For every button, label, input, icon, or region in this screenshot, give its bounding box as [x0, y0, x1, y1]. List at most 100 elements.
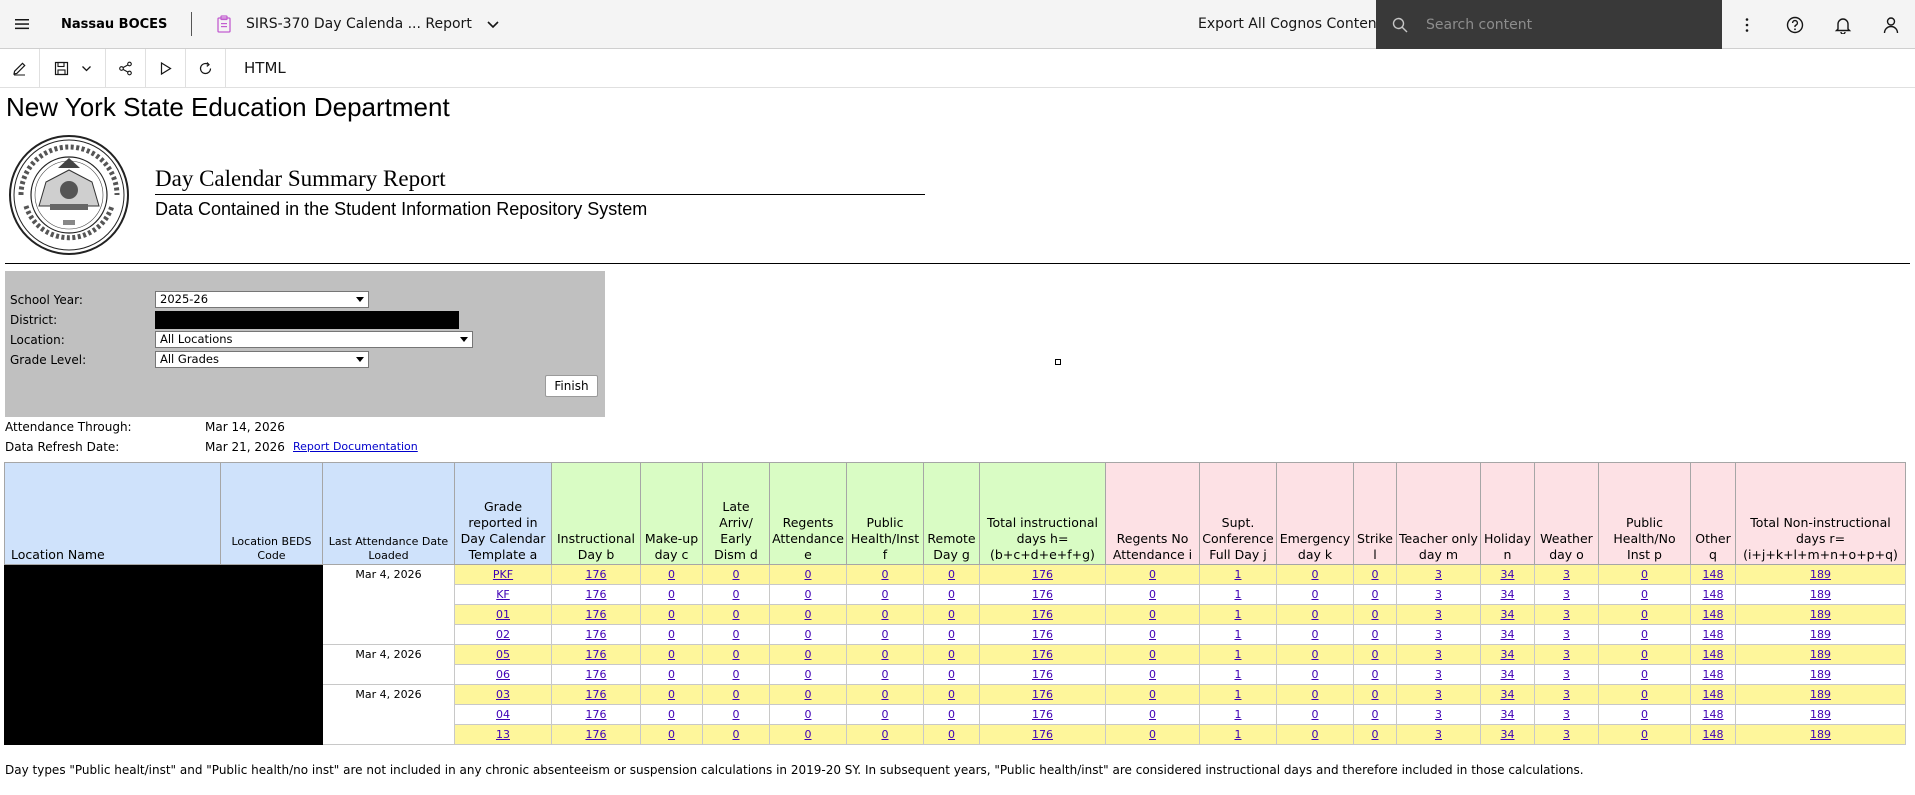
drilldown-link[interactable]: 0: [881, 668, 889, 681]
drilldown-link[interactable]: 148: [1702, 728, 1724, 741]
report-title-dropdown[interactable]: SIRS-370 Day Calenda ... Report: [216, 15, 500, 33]
drilldown-link[interactable]: 0: [1311, 668, 1319, 681]
grade-link[interactable]: 01: [496, 608, 510, 621]
drilldown-link[interactable]: 176: [585, 688, 607, 701]
drilldown-link[interactable]: 176: [585, 588, 607, 601]
drilldown-link[interactable]: 0: [668, 688, 675, 701]
drilldown-link[interactable]: 0: [1311, 648, 1319, 661]
drilldown-link[interactable]: 189: [1810, 588, 1831, 601]
grade-link[interactable]: 04: [496, 708, 510, 721]
drilldown-link[interactable]: 0: [948, 588, 955, 601]
drilldown-link[interactable]: 0: [732, 648, 740, 661]
drilldown-link[interactable]: 0: [1641, 708, 1648, 721]
drilldown-link[interactable]: 0: [1641, 688, 1648, 701]
drilldown-link[interactable]: 0: [1371, 628, 1379, 641]
drilldown-link[interactable]: 0: [881, 568, 889, 581]
drilldown-link[interactable]: 189: [1810, 708, 1831, 721]
drilldown-link[interactable]: 189: [1810, 568, 1831, 581]
drilldown-link[interactable]: 3: [1435, 628, 1442, 641]
drilldown-link[interactable]: 0: [1149, 628, 1156, 641]
drilldown-link[interactable]: 0: [948, 608, 955, 621]
drilldown-link[interactable]: 176: [585, 608, 607, 621]
drilldown-link[interactable]: 0: [804, 708, 812, 721]
drilldown-link[interactable]: 0: [1311, 568, 1319, 581]
drilldown-link[interactable]: 34: [1500, 568, 1515, 581]
drilldown-link[interactable]: 0: [948, 628, 955, 641]
drilldown-link[interactable]: 176: [585, 668, 607, 681]
drilldown-link[interactable]: 0: [804, 688, 812, 701]
drilldown-link[interactable]: 0: [732, 688, 740, 701]
drilldown-link[interactable]: 176: [1032, 628, 1053, 641]
drilldown-link[interactable]: 0: [881, 608, 889, 621]
grade-link[interactable]: 05: [496, 648, 510, 661]
drilldown-link[interactable]: 0: [732, 608, 740, 621]
export-all-button[interactable]: Export All Cognos Contents: [1198, 16, 1390, 32]
share-button[interactable]: [106, 48, 146, 88]
drilldown-link[interactable]: 0: [732, 668, 740, 681]
drilldown-link[interactable]: 0: [1641, 628, 1648, 641]
drilldown-link[interactable]: 3: [1435, 688, 1442, 701]
drilldown-link[interactable]: 0: [1311, 728, 1319, 741]
drilldown-link[interactable]: 0: [948, 568, 955, 581]
drilldown-link[interactable]: 3: [1435, 728, 1442, 741]
drilldown-link[interactable]: 176: [1032, 588, 1053, 601]
drilldown-link[interactable]: 0: [948, 648, 955, 661]
drilldown-link[interactable]: 176: [1032, 568, 1053, 581]
drilldown-link[interactable]: 0: [668, 628, 675, 641]
drilldown-link[interactable]: 0: [881, 588, 889, 601]
drilldown-link[interactable]: 148: [1702, 568, 1724, 581]
drilldown-link[interactable]: 0: [1149, 668, 1156, 681]
drilldown-link[interactable]: 0: [1149, 588, 1156, 601]
drilldown-link[interactable]: 3: [1435, 588, 1442, 601]
drilldown-link[interactable]: 0: [1149, 608, 1156, 621]
grade-link[interactable]: PKF: [492, 568, 514, 581]
drilldown-link[interactable]: 0: [881, 708, 889, 721]
drilldown-link[interactable]: 0: [668, 728, 675, 741]
drilldown-link[interactable]: 0: [948, 688, 955, 701]
drilldown-link[interactable]: 0: [1149, 688, 1156, 701]
drilldown-link[interactable]: 1: [1234, 688, 1242, 701]
drilldown-link[interactable]: 34: [1500, 648, 1515, 661]
drilldown-link[interactable]: 189: [1810, 728, 1831, 741]
drilldown-link[interactable]: 3: [1563, 728, 1570, 741]
drilldown-link[interactable]: 0: [1641, 568, 1648, 581]
drilldown-link[interactable]: 0: [1149, 708, 1156, 721]
finish-button[interactable]: Finish: [545, 375, 598, 397]
drilldown-link[interactable]: 0: [881, 688, 889, 701]
drilldown-link[interactable]: 0: [668, 648, 675, 661]
drilldown-link[interactable]: 3: [1563, 568, 1570, 581]
drilldown-link[interactable]: 0: [948, 728, 955, 741]
drilldown-link[interactable]: 0: [1311, 588, 1319, 601]
drilldown-link[interactable]: 0: [1371, 568, 1379, 581]
drilldown-link[interactable]: 1: [1234, 708, 1242, 721]
drilldown-link[interactable]: 1: [1234, 608, 1242, 621]
drilldown-link[interactable]: 0: [668, 568, 675, 581]
drilldown-link[interactable]: 176: [1032, 648, 1053, 661]
drilldown-link[interactable]: 34: [1500, 588, 1515, 601]
drilldown-link[interactable]: 0: [1311, 708, 1319, 721]
drilldown-link[interactable]: 0: [1641, 588, 1648, 601]
drilldown-link[interactable]: 3: [1435, 568, 1442, 581]
drilldown-link[interactable]: 0: [732, 728, 740, 741]
drilldown-link[interactable]: 0: [804, 648, 812, 661]
search-input[interactable]: [1424, 15, 1704, 34]
drilldown-link[interactable]: 0: [804, 568, 812, 581]
drilldown-link[interactable]: 0: [668, 608, 675, 621]
drilldown-link[interactable]: 0: [1371, 688, 1379, 701]
drilldown-link[interactable]: 34: [1500, 668, 1515, 681]
drilldown-link[interactable]: 0: [948, 668, 955, 681]
drilldown-link[interactable]: 0: [668, 708, 675, 721]
drilldown-link[interactable]: 148: [1702, 648, 1724, 661]
drilldown-link[interactable]: 1: [1234, 588, 1242, 601]
drilldown-link[interactable]: 3: [1435, 708, 1442, 721]
drilldown-link[interactable]: 34: [1500, 608, 1515, 621]
drilldown-link[interactable]: 3: [1563, 688, 1570, 701]
drilldown-link[interactable]: 0: [1311, 688, 1319, 701]
drilldown-link[interactable]: 148: [1702, 708, 1724, 721]
run-button[interactable]: [146, 48, 186, 88]
drilldown-link[interactable]: 1: [1234, 668, 1242, 681]
drilldown-link[interactable]: 34: [1500, 628, 1515, 641]
drilldown-link[interactable]: 3: [1435, 668, 1442, 681]
drilldown-link[interactable]: 0: [668, 588, 675, 601]
drilldown-link[interactable]: 0: [1371, 588, 1379, 601]
